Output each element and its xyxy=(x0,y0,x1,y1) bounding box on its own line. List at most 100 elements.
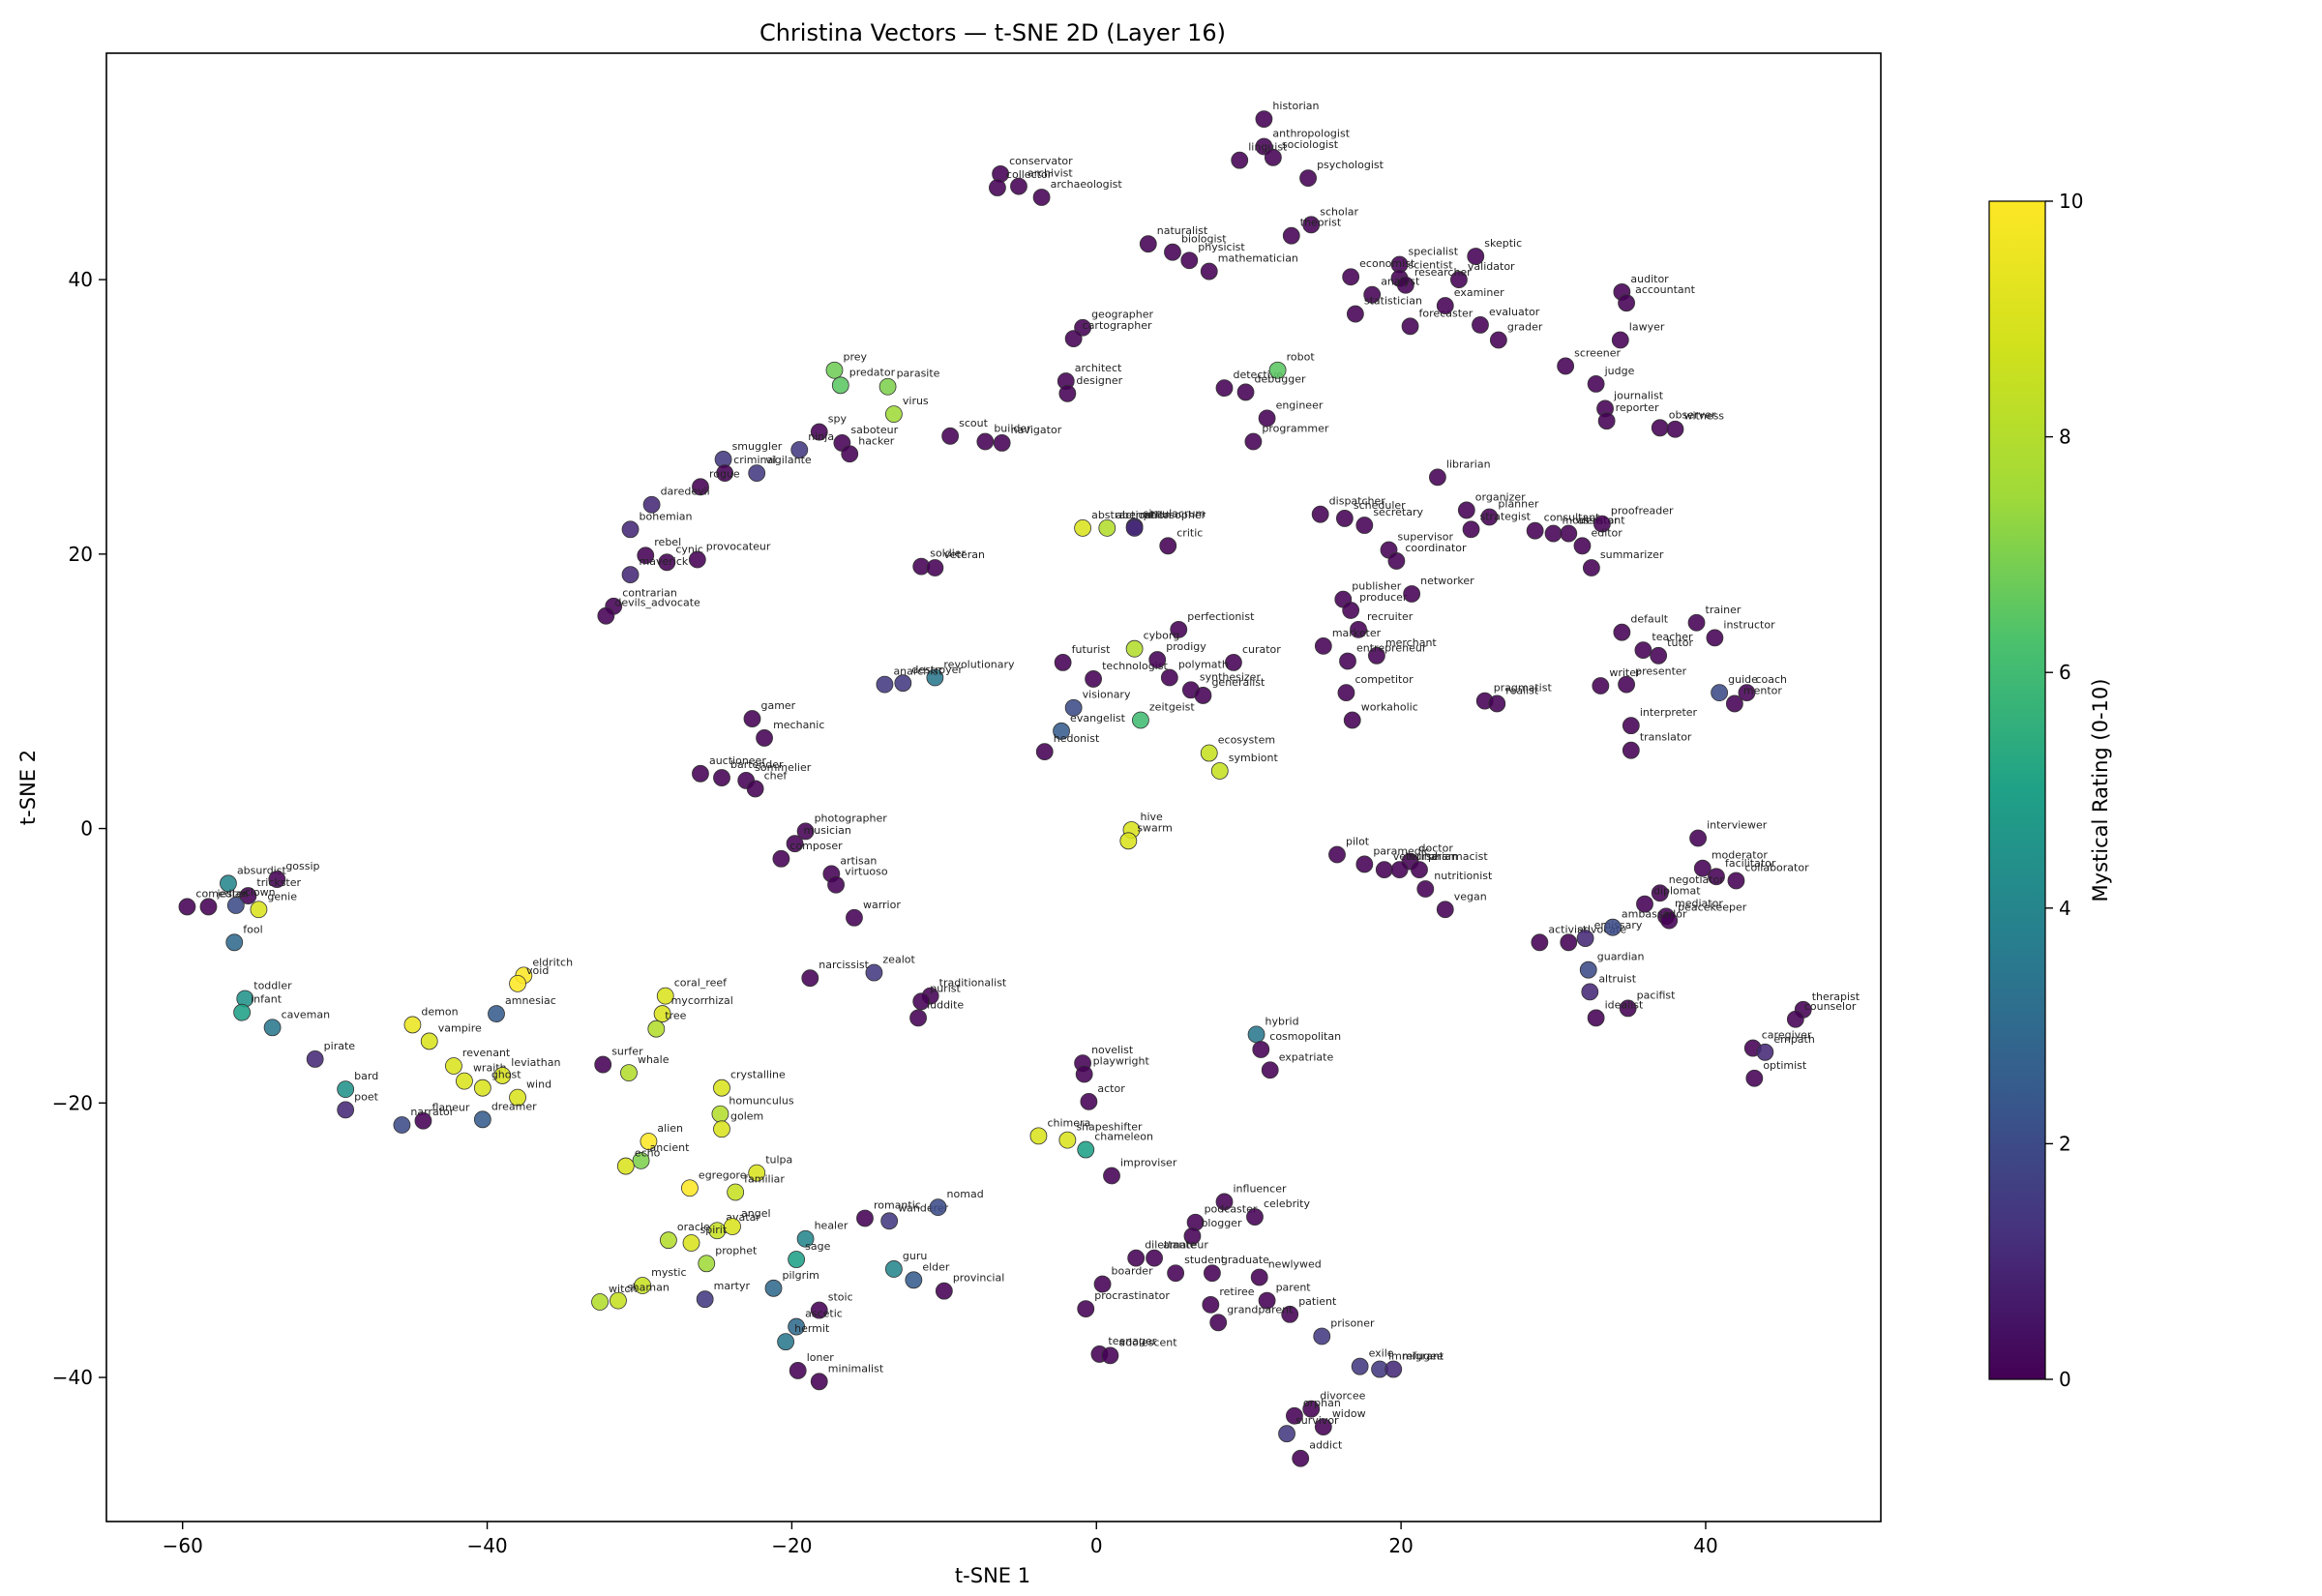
data-point xyxy=(713,1120,730,1138)
data-point xyxy=(1660,911,1679,930)
point-label: pacifist xyxy=(1637,989,1676,1001)
data-point xyxy=(1786,1010,1804,1028)
point-label: parasite xyxy=(897,368,940,380)
data-point xyxy=(1613,623,1631,641)
point-label: mediator xyxy=(1675,897,1723,909)
point-label: mystic xyxy=(651,1266,686,1279)
data-point xyxy=(250,901,268,919)
point-label: producer xyxy=(1359,591,1408,604)
data-point xyxy=(1622,717,1640,735)
data-point xyxy=(1032,189,1051,206)
data-point xyxy=(1666,420,1684,438)
data-point xyxy=(1148,651,1167,668)
point-label: navigator xyxy=(1011,424,1062,436)
data-point xyxy=(1579,961,1597,979)
data-point xyxy=(337,1101,355,1119)
data-point xyxy=(993,434,1011,452)
data-point xyxy=(1462,520,1480,539)
data-point xyxy=(935,1282,953,1300)
colorbar-tick-label: 6 xyxy=(2059,661,2071,684)
data-point xyxy=(1488,695,1506,713)
point-label: shaman xyxy=(627,1282,670,1294)
point-label: summarizer xyxy=(1600,548,1664,561)
point-label: activist xyxy=(1548,923,1587,935)
point-label: presenter xyxy=(1635,665,1687,678)
data-point xyxy=(1339,652,1356,670)
point-label: elder xyxy=(922,1260,950,1273)
data-point xyxy=(1346,305,1364,323)
colorbar: 0 2 4 6 8 10 xyxy=(1988,190,2083,1391)
x-tick-label: 0 xyxy=(1090,1534,1103,1557)
point-label: statistician xyxy=(1364,295,1422,308)
data-point xyxy=(1650,646,1668,665)
data-point xyxy=(642,495,661,514)
data-point xyxy=(1119,832,1138,850)
data-point xyxy=(1651,884,1669,902)
point-label: influencer xyxy=(1233,1182,1286,1195)
point-label: devils_advocate xyxy=(614,597,700,609)
data-point xyxy=(1302,216,1321,234)
data-point xyxy=(1472,316,1489,334)
point-label: egregore xyxy=(699,1168,747,1181)
point-label: conservator xyxy=(1009,155,1073,167)
point-label: contrarian xyxy=(622,587,677,600)
data-point xyxy=(1587,1009,1605,1027)
data-point xyxy=(1125,639,1144,658)
point-label: alien xyxy=(657,1122,683,1135)
point-label: soldier xyxy=(930,547,966,560)
point-label: refugee xyxy=(1402,1350,1444,1363)
point-label: immigrant xyxy=(1388,1350,1444,1363)
point-label: cynic xyxy=(675,543,703,555)
data-point xyxy=(1387,552,1406,570)
point-label: geographer xyxy=(1091,309,1153,321)
point-label: coral_reef xyxy=(674,977,728,990)
data-point xyxy=(1302,1400,1321,1418)
data-point xyxy=(640,1133,658,1150)
x-tick-label: 40 xyxy=(1693,1534,1717,1557)
point-label: merchant xyxy=(1385,636,1437,649)
point-label: strategist xyxy=(1480,510,1532,522)
point-label: celebrity xyxy=(1264,1197,1311,1210)
x-tick-label: −40 xyxy=(466,1534,507,1557)
data-point xyxy=(1573,537,1592,555)
data-point xyxy=(493,1067,512,1084)
data-point xyxy=(403,1016,422,1034)
data-point xyxy=(1053,722,1070,740)
point-label: gamer xyxy=(760,699,795,712)
data-point xyxy=(1582,559,1600,576)
point-label: accountant xyxy=(1635,283,1696,296)
point-label: validator xyxy=(1468,260,1515,273)
data-point xyxy=(1350,620,1367,638)
point-label: teacher xyxy=(1652,631,1693,643)
point-label: proofreader xyxy=(1611,505,1674,517)
point-label: revenant xyxy=(462,1047,511,1059)
data-point xyxy=(1560,524,1578,543)
point-label: rogue xyxy=(709,467,740,480)
data-point xyxy=(894,674,912,693)
point-label: editor xyxy=(1591,526,1622,539)
point-label: therapist xyxy=(1812,990,1861,1003)
point-label: consultant xyxy=(1544,512,1601,524)
point-label: archivist xyxy=(1027,167,1073,180)
data-point xyxy=(1314,1418,1332,1436)
point-label: critic xyxy=(1176,526,1203,539)
point-label: generalist xyxy=(1211,676,1265,689)
data-point xyxy=(909,1009,927,1027)
point-label: blogger xyxy=(1201,1217,1242,1229)
point-label: eldritch xyxy=(532,956,573,968)
data-point xyxy=(1467,248,1485,265)
point-label: doctor xyxy=(1419,842,1454,855)
point-label: caregiver xyxy=(1762,1029,1812,1042)
point-label: naturalist xyxy=(1157,224,1208,237)
point-label: architect xyxy=(1075,362,1122,374)
data-point xyxy=(1278,1425,1295,1443)
data-point xyxy=(1745,1069,1764,1087)
point-label: crystalline xyxy=(730,1069,786,1081)
data-point xyxy=(1351,1357,1369,1375)
data-point xyxy=(1281,1305,1299,1323)
y-tick-label: −20 xyxy=(52,1091,93,1114)
data-point xyxy=(929,1198,947,1217)
point-label: secretary xyxy=(1373,506,1423,518)
point-label: survivor xyxy=(1295,1414,1339,1427)
data-point xyxy=(724,1218,741,1235)
